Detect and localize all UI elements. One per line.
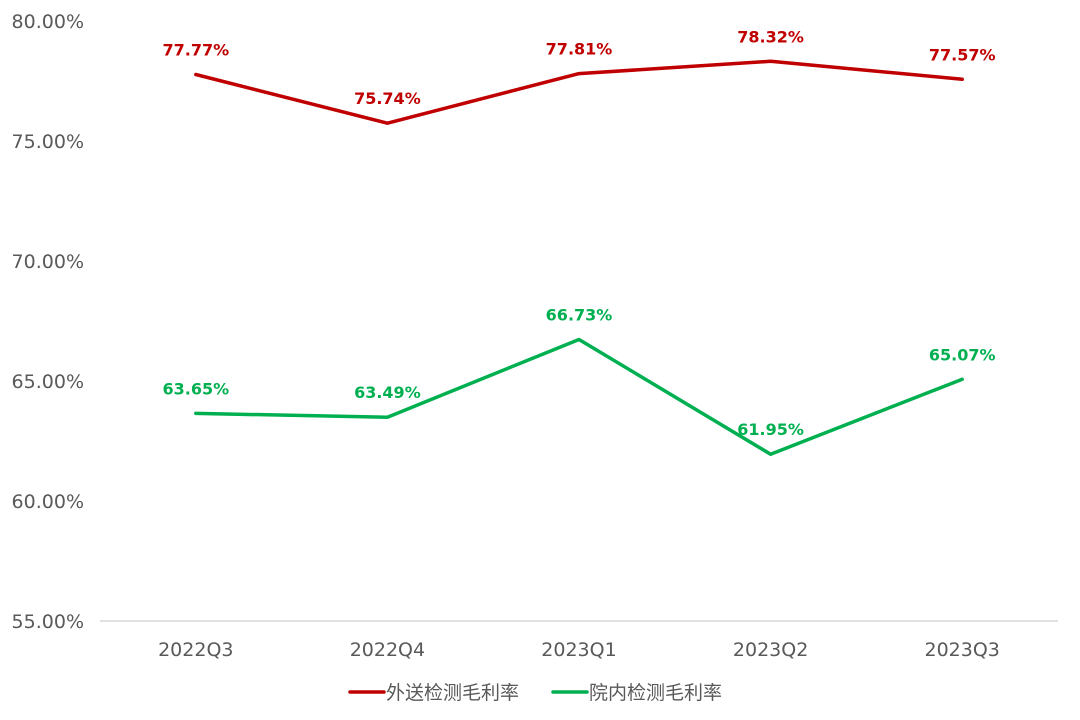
data-label: 63.65% [162, 379, 229, 398]
series-layer: 77.77% 75.74% 77.81% 78.32% 77.57% 63.65% 63.4… [162, 27, 996, 456]
y-tick-label: 70.00% [12, 251, 84, 273]
legend-label-2: 院内检测毛利率 [589, 682, 722, 704]
y-tick-label: 55.00% [12, 611, 84, 633]
data-label: 78.32% [737, 27, 804, 46]
y-tick-label: 75.00% [12, 131, 84, 153]
data-label: 75.74% [354, 89, 421, 108]
data-label: 63.49% [354, 383, 421, 402]
y-axis-ticks: 55.00% 60.00% 65.00% 70.00% 75.00% 80.00% [12, 11, 84, 633]
x-tick-label: 2023Q3 [924, 639, 999, 661]
data-label: 77.57% [929, 45, 996, 64]
legend: 外送检测毛利率 院内检测毛利率 [348, 682, 722, 704]
x-tick-label: 2022Q4 [350, 639, 425, 661]
x-axis-ticks: 2022Q3 2022Q4 2023Q1 2023Q2 2023Q3 [158, 639, 1000, 661]
legend-label-1: 外送检测毛利率 [386, 682, 519, 704]
series-line-2 [194, 337, 964, 456]
data-label: 61.95% [737, 420, 804, 439]
data-label: 77.81% [546, 40, 613, 59]
x-tick-label: 2023Q2 [733, 639, 808, 661]
y-tick-label: 60.00% [12, 491, 84, 513]
series-line-1 [194, 59, 964, 125]
x-tick-label: 2023Q1 [541, 639, 616, 661]
data-label: 77.77% [162, 41, 229, 60]
y-tick-label: 65.00% [12, 371, 84, 393]
x-tick-label: 2022Q3 [158, 639, 233, 661]
data-label: 65.07% [929, 345, 996, 364]
y-tick-label: 80.00% [12, 11, 84, 33]
data-label: 66.73% [546, 305, 613, 324]
